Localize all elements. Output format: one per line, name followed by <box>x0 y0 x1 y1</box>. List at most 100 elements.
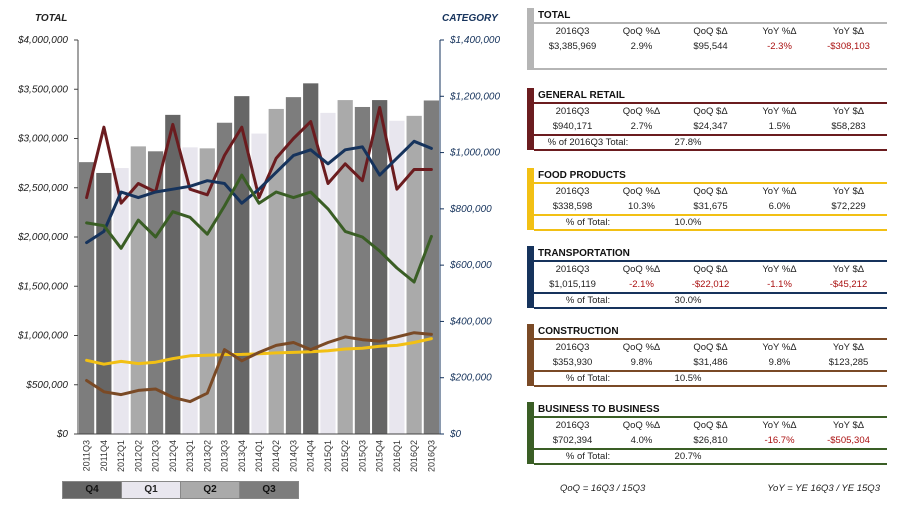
panel-header-cell: QoQ %Δ <box>622 342 661 353</box>
panel-header-cell: YoY %Δ <box>762 342 797 353</box>
panel-value-cell: $26,810 <box>693 435 728 446</box>
panel-value-cell: $24,347 <box>693 121 728 132</box>
legend-item-q2: Q2 <box>181 482 240 498</box>
quarter-legend: Q4 Q1 Q2 Q3 <box>62 481 299 499</box>
panel-rule <box>534 463 887 465</box>
panel-value-cell: 2.9% <box>630 41 653 52</box>
category-label-2013Q4: 2013Q4 <box>237 440 247 472</box>
panel-value-row: $940,171 2.7% $24,347 1.5% $58,283 <box>538 121 883 132</box>
panel-share-value: 20.7% <box>674 451 702 462</box>
panel-rule <box>534 338 887 340</box>
series-line-business-to-business <box>85 173 433 284</box>
panel-value-cell: $95,544 <box>693 41 728 52</box>
panel-accent-bar <box>527 324 534 386</box>
panel-value-cell: 10.3% <box>628 201 655 212</box>
panel-value-cell: 4.0% <box>630 435 653 446</box>
panel-share-row: % of Total: 20.7% <box>538 451 738 462</box>
bar-2013Q2 <box>199 148 215 434</box>
panel-rule <box>534 134 887 136</box>
panel-value-row: $3,385,969 2.9% $95,544 -2.3% -$308,103 <box>538 41 883 52</box>
left-tick-label: $1,000,000 <box>17 331 68 342</box>
panel-header-row: 2016Q3 QoQ %Δ QoQ $Δ YoY %Δ YoY $Δ <box>538 342 883 353</box>
panel-value-row: $338,598 10.3% $31,675 6.0% $72,229 <box>538 201 883 212</box>
combo-chart: $0 $500,000 $1,000,000 $1,500,000 $2,000,000… <box>17 13 501 472</box>
panel-share-row: % of Total: 30.0% <box>538 295 738 306</box>
category-label-2013Q3: 2013Q3 <box>220 440 230 472</box>
panel-header-cell: YoY $Δ <box>832 26 865 37</box>
category-label-2012Q3: 2012Q3 <box>151 440 161 472</box>
panel-rule <box>534 68 887 70</box>
panel-share-label: % of Total: <box>565 373 611 384</box>
panel-title: CONSTRUCTION <box>538 326 619 337</box>
panel-value-cell: $3,385,969 <box>548 41 597 52</box>
category-label-2016Q3: 2016Q3 <box>426 440 436 472</box>
panel-accent-bar <box>527 168 534 230</box>
bar-2014Q4 <box>303 83 319 434</box>
category-label-2013Q2: 2013Q2 <box>202 440 212 472</box>
right-tick-label: $0 <box>449 429 462 440</box>
category-label-2012Q4: 2012Q4 <box>168 440 178 472</box>
panel-value-cell: $31,675 <box>693 201 728 212</box>
series-line-transportation <box>85 139 433 245</box>
panel-header-cell: QoQ $Δ <box>693 264 728 275</box>
right-tick-label: $200,000 <box>449 373 492 384</box>
panel-header-cell: YoY %Δ <box>762 106 797 117</box>
panel-share-value: 10.0% <box>674 217 702 228</box>
panel-title: TOTAL <box>538 10 571 21</box>
right-tick-label: $800,000 <box>449 204 492 215</box>
panel-header-row: 2016Q3 QoQ %Δ QoQ $Δ YoY %Δ YoY $Δ <box>538 26 883 37</box>
panel-share-row: % of 2016Q3 Total: 27.8% <box>538 137 738 148</box>
right-tick-label: $1,200,000 <box>449 91 500 102</box>
left-tick-label: $4,000,000 <box>17 35 68 46</box>
panel-total: TOTAL 2016Q3 QoQ %Δ QoQ $Δ YoY %Δ YoY $Δ $3,38… <box>527 8 887 70</box>
panel-header-cell: 2016Q3 <box>555 342 590 353</box>
panel-rule <box>534 182 887 184</box>
panel-share-row: % of Total: 10.0% <box>538 217 738 228</box>
panel-rule <box>534 307 887 309</box>
category-label-2011Q3: 2011Q3 <box>82 440 92 471</box>
left-axis-title: TOTAL <box>35 13 67 24</box>
panel-header-cell: YoY $Δ <box>832 342 865 353</box>
panel-header-row: 2016Q3 QoQ %Δ QoQ $Δ YoY %Δ YoY $Δ <box>538 264 883 275</box>
panel-value-cell: $58,283 <box>831 121 866 132</box>
panel-value-cell: 6.0% <box>768 201 791 212</box>
panel-title: FOOD PRODUCTS <box>538 170 626 181</box>
panel-accent-bar <box>527 88 534 150</box>
left-tick-label: $3,500,000 <box>17 84 68 95</box>
panel-header-cell: QoQ $Δ <box>693 106 728 117</box>
bar-2015Q3 <box>354 106 371 434</box>
panel-value-cell: -2.3% <box>767 41 792 52</box>
category-label-2015Q2: 2015Q2 <box>340 440 350 472</box>
panel-rule <box>534 102 887 104</box>
panel-title: GENERAL RETAIL <box>538 90 625 101</box>
panel-header-cell: 2016Q3 <box>555 420 590 431</box>
panel-general-retail: GENERAL RETAIL 2016Q3 QoQ %Δ QoQ $Δ YoY %Δ Yo… <box>527 88 887 151</box>
panel-header-cell: QoQ %Δ <box>622 264 661 275</box>
panel-rule <box>534 149 887 151</box>
panel-value-cell: -1.1% <box>767 279 792 290</box>
yoy-footnote: YoY = YE 16Q3 / YE 15Q3 <box>767 483 880 494</box>
panel-value-cell: $123,285 <box>828 357 869 368</box>
left-tick-label: $0 <box>56 429 69 440</box>
panel-share-label: % of Total: <box>565 217 611 228</box>
series-line-general-retail <box>85 106 433 205</box>
category-label-2015Q4: 2015Q4 <box>375 440 385 472</box>
left-tick-label: $2,500,000 <box>17 183 68 194</box>
left-tick-label: $2,000,000 <box>17 232 68 243</box>
legend-item-q4: Q4 <box>63 482 122 498</box>
bar-2012Q4 <box>165 114 181 435</box>
right-tick-label: $1,000,000 <box>449 148 500 159</box>
category-label-2015Q3: 2015Q3 <box>357 440 367 472</box>
panel-value-cell: $338,598 <box>552 201 593 212</box>
panel-header-cell: YoY $Δ <box>832 264 865 275</box>
category-label-2014Q2: 2014Q2 <box>271 440 281 472</box>
category-label-2014Q4: 2014Q4 <box>306 440 316 472</box>
panel-header-row: 2016Q3 QoQ %Δ QoQ $Δ YoY %Δ YoY $Δ <box>538 186 883 197</box>
category-label-2012Q1: 2012Q1 <box>116 440 126 472</box>
panel-accent-bar <box>527 8 534 70</box>
panel-header-cell: 2016Q3 <box>555 26 590 37</box>
panel-header-cell: QoQ $Δ <box>693 342 728 353</box>
panel-construction: CONSTRUCTION 2016Q3 QoQ %Δ QoQ $Δ YoY %Δ YoY … <box>527 324 887 387</box>
panel-transportation: TRANSPORTATION 2016Q3 QoQ %Δ QoQ $Δ YoY %Δ Yo… <box>527 246 887 309</box>
panel-header-cell: 2016Q3 <box>555 106 590 117</box>
